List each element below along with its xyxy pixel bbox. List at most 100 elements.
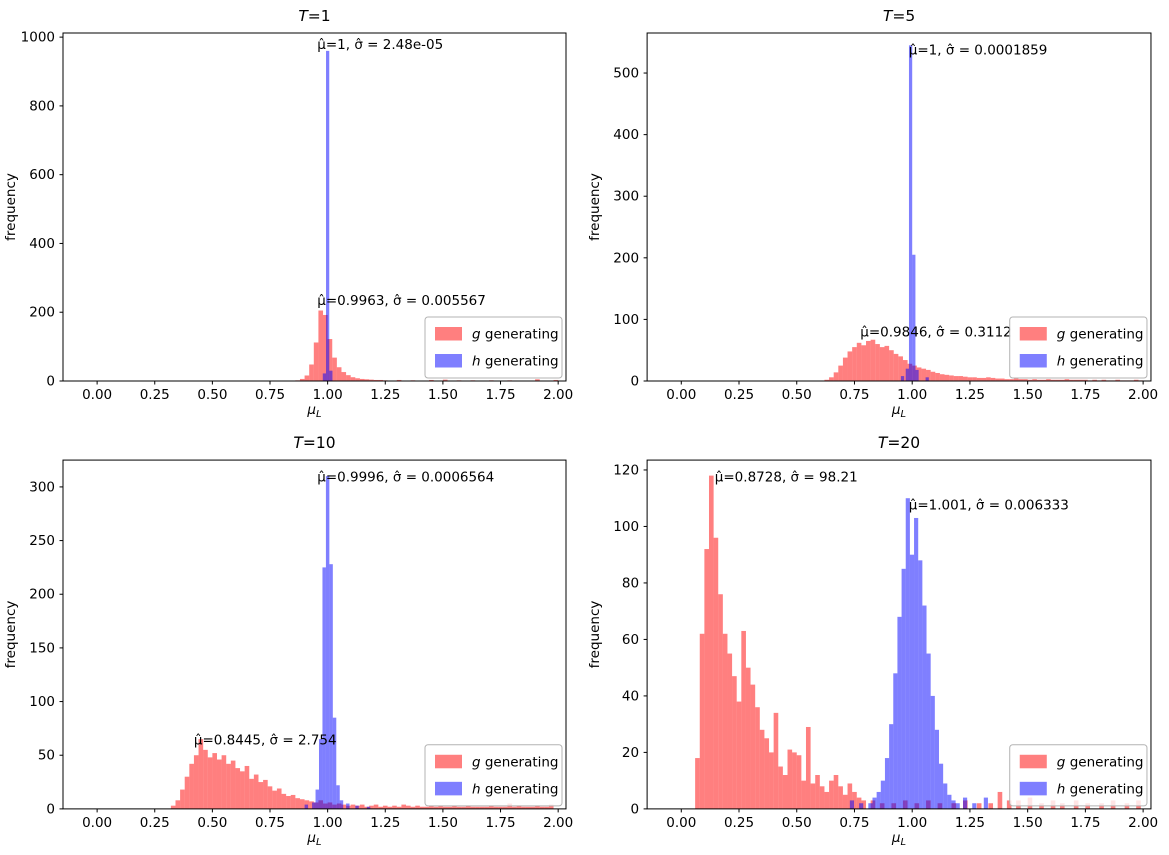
y-tick-label: 0 (630, 374, 639, 390)
x-tick-label: 2.00 (1128, 387, 1158, 403)
histogram-bar-g (1006, 800, 1012, 809)
x-tick-label: 0.25 (140, 387, 170, 403)
plot-title: T=1 (298, 7, 330, 25)
x-axis-label: μL (891, 830, 906, 848)
x-tick-label: 0.75 (839, 815, 869, 831)
histogram-bar-g (1069, 379, 1074, 381)
histogram-bar-h (884, 758, 890, 809)
histogram-bar-h (366, 806, 371, 809)
histogram-bar-g (861, 345, 867, 381)
histogram-bar-h (304, 804, 309, 809)
x-tick-label: 0.00 (82, 815, 112, 831)
histogram-bar-g (741, 630, 746, 809)
histogram-bar-g (773, 712, 779, 809)
y-tick-label: 600 (29, 167, 55, 183)
histogram-bar-g (1055, 379, 1060, 381)
histogram-bar-g (833, 774, 839, 809)
x-tick-label: 2.00 (543, 387, 573, 403)
histogram-bar-g (267, 786, 273, 809)
y-tick-label: 250 (29, 533, 55, 549)
histogram-bar-g (782, 774, 788, 809)
histogram-bars (695, 475, 1141, 809)
histogram-bar-h (905, 368, 909, 381)
histogram-bar-g (889, 350, 894, 381)
histogram-bar-g (498, 806, 503, 809)
histogram-bar-h (355, 805, 359, 809)
histogram-bar-h (849, 800, 855, 809)
histogram-bar-g (535, 805, 540, 809)
histogram-bar-g (866, 340, 871, 381)
histogram-bar-g (976, 803, 982, 809)
histogram-bar-g (350, 804, 356, 809)
histogram-bar-g (944, 374, 950, 381)
histogram-bar-g (718, 594, 723, 809)
histogram-bar-g (1073, 379, 1079, 381)
histogram-bar-g (1013, 378, 1019, 381)
y-tick-label: 20 (622, 745, 639, 761)
axes-frame (646, 459, 1152, 810)
histogram-bar-h (893, 673, 898, 809)
histogram-bar-g (856, 342, 862, 381)
histogram-bar-g (359, 378, 365, 381)
histogram-bar-g (424, 806, 430, 809)
y-tick-label: 200 (29, 587, 55, 603)
histogram-bar-g (429, 805, 434, 809)
histogram-bar-h (322, 373, 327, 381)
histogram-bar-g (958, 376, 964, 381)
stat-annotation: μ̂=0.9846, σ̂ = 0.3112 (860, 325, 1012, 341)
histogram-bar-g (759, 729, 765, 809)
histogram-bar-g (787, 749, 793, 809)
histogram-bar-g (184, 776, 190, 809)
histogram-bar-g (829, 377, 834, 381)
histogram-bar-g (736, 701, 742, 809)
histogram-bar-g (244, 765, 250, 809)
y-tick-label: 300 (613, 189, 639, 205)
histogram-bar-g (530, 806, 536, 809)
histogram-bar-h (915, 369, 919, 381)
histogram-bar-h (889, 724, 894, 809)
legend-label-g: g generating (1057, 327, 1144, 343)
histogram-bars (295, 50, 559, 381)
histogram-bar-h (315, 789, 319, 809)
histogram-bar-h (872, 797, 877, 809)
histogram-bar-g (949, 375, 954, 381)
subplot-t1: 0.00 0.25 0.50 0.75 1.00 1.25 1.50 1.75 2.00 0 200… (3, 7, 573, 420)
x-tick-label: 0.00 (666, 815, 696, 831)
plot-title: T=20 (878, 434, 920, 452)
histogram-bar-h (880, 780, 885, 809)
histogram-bar-h (900, 376, 905, 381)
histogram-bar-g (438, 805, 443, 809)
y-tick-label: 120 (613, 462, 639, 478)
histogram-bar-g (484, 806, 490, 809)
histogram-bar-g (442, 379, 448, 381)
subplot-t20: 0.00 0.25 0.50 0.75 1.00 1.25 1.50 1.75 2.00 0 20 4… (587, 434, 1158, 848)
y-axis-label: frequency (3, 601, 19, 669)
histogram-bar-h (868, 803, 873, 809)
histogram-bar-g (516, 805, 522, 809)
histogram-bar-g (378, 806, 383, 809)
histogram-bar-g (387, 806, 393, 809)
histogram-bar-h (346, 803, 350, 809)
histogram-bar-g (207, 757, 213, 809)
histogram-bar-g (253, 774, 259, 809)
histogram-bar-g (1083, 379, 1088, 381)
histogram-bar-g (341, 804, 347, 809)
histogram-bar-g (1032, 379, 1037, 381)
histogram-bar-g (512, 806, 517, 809)
histogram-bar-g (299, 378, 305, 381)
y-tick-label: 400 (29, 236, 55, 252)
x-tick-label: 1.25 (955, 387, 985, 403)
histogram-bar-h (329, 370, 333, 381)
stat-annotation: μ̂=0.8445, σ̂ = 2.754 (194, 732, 337, 748)
histogram-bar-g (847, 783, 853, 809)
stat-annotation: μ̂=0.9996, σ̂ = 0.0006564 (317, 470, 494, 486)
histogram-bar-g (525, 806, 531, 809)
histogram-bar-h (322, 567, 326, 809)
y-axis-label: frequency (3, 173, 19, 241)
histogram-bar-g (415, 805, 420, 809)
histogram-bar-h (934, 729, 939, 809)
y-tick-label: 40 (622, 688, 639, 704)
y-axis-label: frequency (587, 173, 603, 241)
legend-label-h: h generating (1057, 354, 1144, 370)
histogram-bar-g (801, 780, 806, 809)
